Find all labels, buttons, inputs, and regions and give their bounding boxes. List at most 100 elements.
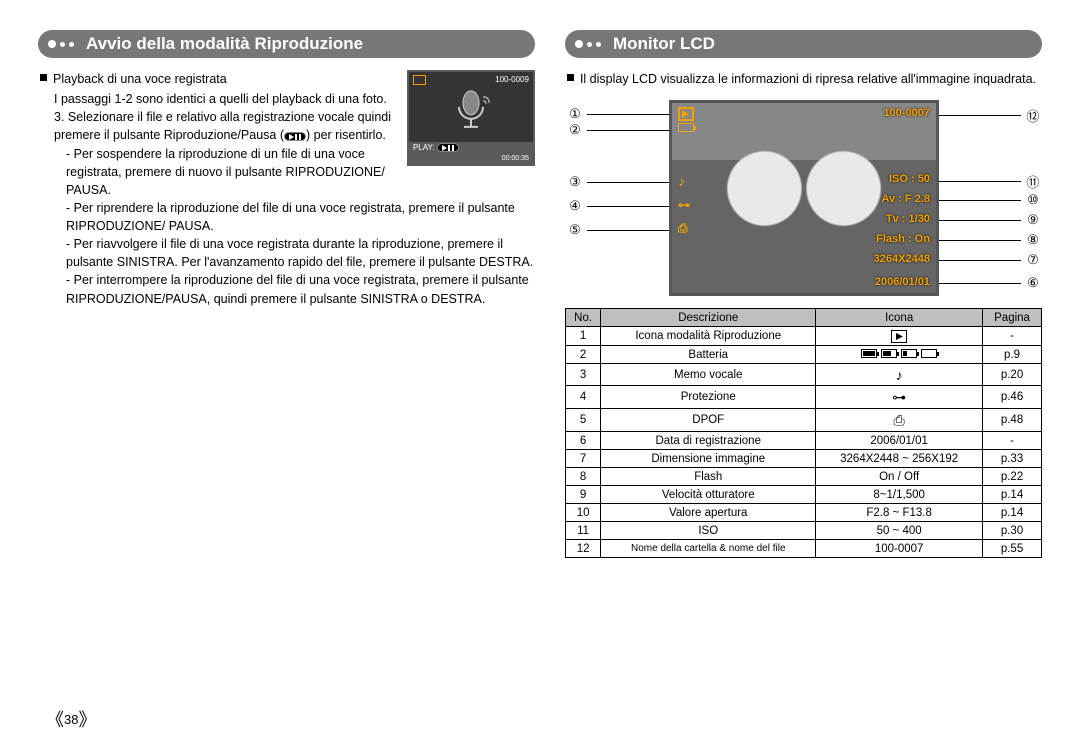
cell-no: 4 (565, 386, 600, 409)
cell-no: 1 (565, 327, 600, 346)
protect-icon: ⊶ (892, 389, 906, 405)
cell-no: 6 (565, 432, 600, 450)
overlay-flash: Flash : On (876, 233, 930, 245)
cell-no: 8 (565, 468, 600, 486)
page-number: 《38》 (46, 706, 96, 732)
play-pause-icon (437, 143, 459, 152)
cell-no: 12 (565, 540, 600, 558)
cell-icon: 8~1/1,500 (816, 486, 983, 504)
table-row: 5DPOF⎙p.48 (565, 409, 1041, 432)
cell-no: 11 (565, 522, 600, 540)
substep-4: - Per interrompere la riproduzione del f… (66, 271, 535, 307)
cell-page: p.46 (983, 386, 1042, 409)
cell-desc: Valore apertura (601, 504, 816, 522)
playback-mode-icon (678, 107, 694, 121)
table-row: 11ISO50 ~ 400p.30 (565, 522, 1041, 540)
overlay-date: 2006/01/01 (875, 276, 930, 288)
overlay-size: 3264X2448 (874, 253, 930, 265)
cell-page: p.14 (983, 504, 1042, 522)
left-column: Avvio della modalità Riproduzione 100-00… (38, 30, 535, 558)
table-row: 10Valore aperturaF2.8 ~ F13.8p.14 (565, 504, 1041, 522)
cell-desc: Velocità otturatore (601, 486, 816, 504)
table-row: 9Velocità otturatore8~1/1,500p.14 (565, 486, 1041, 504)
cell-desc: DPOF (601, 409, 816, 432)
cell-no: 5 (565, 409, 600, 432)
substep-3: - Per riavvolgere il file di una voce re… (66, 235, 535, 271)
cell-page: p.33 (983, 450, 1042, 468)
voice-memo-icon: ♪ (678, 173, 690, 189)
th-no: No. (565, 309, 600, 327)
cell-page: p.20 (983, 364, 1042, 386)
overlay-file: 100-0007 (883, 107, 930, 119)
substep-2: - Per riprendere la riproduzione del fil… (66, 199, 535, 235)
cell-desc: Protezione (601, 386, 816, 409)
cell-desc: Memo vocale (601, 364, 816, 386)
cell-desc: Batteria (601, 346, 816, 364)
table-row: 1Icona modalità Riproduzione- (565, 327, 1041, 346)
play-pause-icon (284, 132, 306, 141)
cell-page: p.14 (983, 486, 1042, 504)
cell-icon (816, 327, 983, 346)
overlay-iso: ISO : 50 (889, 173, 930, 185)
cell-page: p.30 (983, 522, 1042, 540)
table-row: 8FlashOn / Offp.22 (565, 468, 1041, 486)
dpof-icon: ⎙ (894, 412, 905, 428)
cell-no: 9 (565, 486, 600, 504)
cell-icon: ⊶ (816, 386, 983, 409)
overlay-av: Av : F 2.8 (881, 193, 930, 205)
cell-desc: Nome della cartella & nome del file (601, 540, 816, 558)
cell-page: p.55 (983, 540, 1042, 558)
cell-icon: 2006/01/01 (816, 432, 983, 450)
voice-playback-heading: Playback di una voce registrata (53, 70, 227, 88)
battery-levels-icon (861, 349, 937, 358)
lcd-file-number: 100-0009 (495, 75, 529, 85)
bullet-icon (567, 74, 574, 81)
bullet-icon (40, 74, 47, 81)
microphone-icon (450, 89, 492, 136)
lcd-play-label: PLAY: (413, 143, 435, 152)
voice-playback-lcd: 100-0009 PLAY: 00:00:35 (407, 70, 535, 166)
callouts-left: ① ② ③ ④ ⑤ (565, 100, 669, 296)
cell-icon: F2.8 ~ F13.8 (816, 504, 983, 522)
table-row: 12Nome della cartella & nome del file100… (565, 540, 1041, 558)
right-header-title: Monitor LCD (613, 34, 715, 54)
cell-page: - (983, 327, 1042, 346)
right-intro-text: Il display LCD visualizza le informazion… (580, 70, 1036, 88)
callouts-right: ⑫ ⑪ ⑩ ⑨ ⑧ ⑦ ⑥ (939, 100, 1043, 296)
cell-no: 10 (565, 504, 600, 522)
battery-icon (678, 123, 694, 132)
cell-icon: ⎙ (816, 409, 983, 432)
right-column: Monitor LCD Il display LCD visualizza le… (565, 30, 1042, 558)
table-row: 7Dimensione immagine3264X2448 ~ 256X192p… (565, 450, 1041, 468)
cell-no: 2 (565, 346, 600, 364)
th-page: Pagina (983, 309, 1042, 327)
table-row: 4Protezione ⊶ p.46 (565, 386, 1041, 409)
cell-icon: 100-0007 (816, 540, 983, 558)
table-row: 6Data di registrazione2006/01/01- (565, 432, 1041, 450)
cell-icon: On / Off (816, 468, 983, 486)
th-desc: Descrizione (601, 309, 816, 327)
lcd-timer: 00:00:35 (502, 155, 529, 162)
overlay-tv: Tv : 1/30 (886, 213, 930, 225)
left-header-title: Avvio della modalità Riproduzione (86, 34, 363, 54)
lcd-table-body: 1Icona modalità Riproduzione-2Batteria p.… (565, 327, 1041, 558)
lcd-screen: ♪ ⊶ ⎙ 100-0007 ISO : 50 Av : F 2.8 Tv : … (669, 100, 939, 296)
cell-no: 3 (565, 364, 600, 386)
th-icon: Icona (816, 309, 983, 327)
right-section-header: Monitor LCD (565, 30, 1042, 58)
lcd-callout-diagram: ① ② ③ ④ ⑤ ♪ ⊶ ⎙ 100-0007 ISO : 50 (565, 100, 1042, 296)
lcd-play-icon (413, 75, 426, 85)
lcd-info-table: No. Descrizione Icona Pagina 1Icona moda… (565, 308, 1042, 558)
cell-icon: 50 ~ 400 (816, 522, 983, 540)
table-row: 3Memo vocale♪p.20 (565, 364, 1041, 386)
cell-icon (816, 346, 983, 364)
cell-desc: Dimensione immagine (601, 450, 816, 468)
left-section-header: Avvio della modalità Riproduzione (38, 30, 535, 58)
cell-desc: Flash (601, 468, 816, 486)
cell-desc: ISO (601, 522, 816, 540)
substeps: - Per sospendere la riproduzione di un f… (38, 145, 535, 308)
cell-icon: ♪ (816, 364, 983, 386)
protect-icon: ⊶ (678, 198, 690, 212)
cell-icon: 3264X2448 ~ 256X192 (816, 450, 983, 468)
dpof-icon: ⎙ (678, 221, 690, 236)
